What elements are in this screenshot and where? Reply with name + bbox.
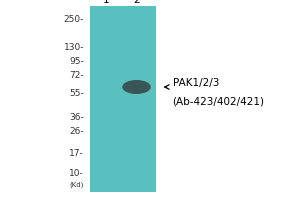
Ellipse shape xyxy=(122,80,151,94)
Text: 72-: 72- xyxy=(69,72,84,80)
Text: 95-: 95- xyxy=(69,58,84,66)
Text: 55-: 55- xyxy=(69,88,84,98)
Text: 130-: 130- xyxy=(64,44,84,52)
Text: 1: 1 xyxy=(103,0,110,5)
Text: 250-: 250- xyxy=(64,16,84,24)
Text: 26-: 26- xyxy=(69,127,84,136)
Text: 2: 2 xyxy=(133,0,140,5)
Text: (Ab-423/402/421): (Ab-423/402/421) xyxy=(172,97,265,107)
Text: 36-: 36- xyxy=(69,112,84,121)
Text: PAK1/2/3: PAK1/2/3 xyxy=(172,78,219,88)
FancyBboxPatch shape xyxy=(90,6,156,192)
Text: 17-: 17- xyxy=(69,148,84,158)
Text: 10-: 10- xyxy=(69,168,84,178)
Text: (Kd): (Kd) xyxy=(70,182,84,188)
